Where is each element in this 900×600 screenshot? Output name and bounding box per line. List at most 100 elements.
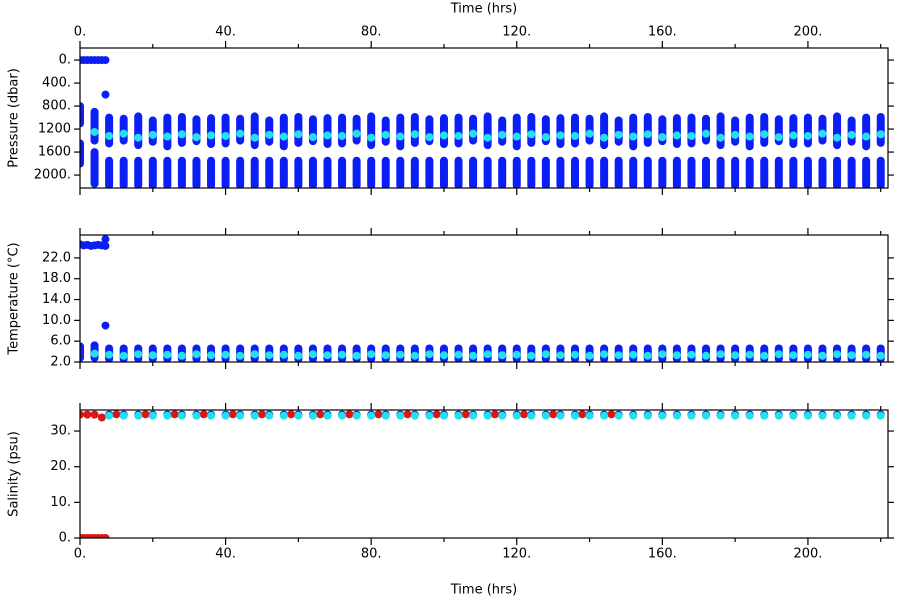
data-point: [105, 350, 114, 359]
data-point: [716, 133, 725, 142]
data-point: [119, 351, 128, 360]
data-point: [83, 410, 92, 419]
data-point: [716, 350, 725, 359]
data-point: [454, 131, 463, 140]
data-point: [425, 411, 434, 420]
data-point: [170, 410, 179, 419]
data-point: [862, 411, 871, 420]
x-axis-label: Time (hrs): [450, 583, 517, 598]
data-point: [265, 130, 274, 139]
data-point: [381, 351, 390, 360]
data-point: [774, 133, 783, 142]
data-point: [101, 235, 110, 244]
x-tick-label: 40.: [215, 547, 236, 562]
data-point: [585, 129, 594, 138]
data-point: [607, 410, 616, 419]
data-point: [585, 411, 594, 420]
data-point: [498, 411, 507, 420]
data-point: [658, 133, 667, 142]
plot-frame: [79, 47, 889, 189]
data-point: [789, 351, 798, 360]
x-tick-label: 40.: [215, 25, 236, 40]
data-point: [163, 350, 172, 359]
data-point: [439, 411, 448, 420]
data-point: [250, 133, 259, 142]
data-point: [789, 411, 798, 420]
data-point: [687, 131, 696, 140]
data-point: [512, 132, 521, 141]
data-point: [672, 131, 681, 140]
data-point: [134, 133, 143, 142]
data-point: [512, 411, 521, 420]
data-point: [177, 351, 186, 360]
data-point: [323, 131, 332, 140]
data-point: [876, 130, 885, 139]
y-tick-label: 10.: [50, 495, 71, 510]
data-point: [833, 133, 842, 142]
y-tick-label: 0.: [59, 531, 71, 546]
data-point: [192, 411, 201, 420]
data-point: [105, 411, 114, 420]
data-point: [410, 351, 419, 360]
data-point: [876, 411, 885, 420]
data-point: [614, 130, 623, 139]
data-point: [265, 351, 274, 360]
data-point: [177, 130, 186, 139]
data-point: [454, 411, 463, 420]
data-point: [803, 411, 812, 420]
data-point: [396, 350, 405, 359]
y-tick-label: 22.0: [42, 250, 71, 265]
data-point: [279, 132, 288, 141]
y-tick-label: 1200: [38, 122, 71, 137]
data-point: [308, 411, 317, 420]
data-point: [541, 133, 550, 142]
data-point: [556, 131, 565, 140]
data-point: [221, 350, 230, 359]
data-point: [207, 131, 216, 140]
data-point: [527, 130, 536, 139]
data-point: [745, 350, 754, 359]
data-point: [250, 350, 259, 359]
data-point: [425, 350, 434, 359]
data-point: [367, 133, 376, 142]
data-point: [345, 410, 354, 419]
data-point: [774, 411, 783, 420]
data-point: [221, 131, 230, 140]
data-point: [469, 129, 478, 138]
data-point: [250, 411, 259, 420]
data-point: [745, 411, 754, 420]
data-point: [600, 133, 609, 142]
data-point: [207, 411, 216, 420]
plot-area: [80, 235, 885, 362]
data-point: [745, 132, 754, 141]
data-point: [134, 411, 143, 420]
data-point: [527, 351, 536, 360]
data-point: [520, 410, 529, 419]
data-point: [352, 351, 361, 360]
x-tick-label: 80.: [361, 547, 382, 562]
x-tick-label: 160.: [648, 547, 677, 562]
data-point: [643, 130, 652, 139]
data-point: [629, 132, 638, 141]
data-point: [629, 350, 638, 359]
data-point: [228, 410, 237, 419]
data-point: [207, 351, 216, 360]
y-tick-label: 1600: [38, 145, 71, 160]
data-point: [862, 132, 871, 141]
y-tick-label: 2.0: [50, 355, 71, 370]
data-point: [818, 351, 827, 360]
x-tick-label: 120.: [502, 25, 531, 40]
data-point: [614, 411, 623, 420]
data-point: [105, 131, 114, 140]
data-point: [163, 411, 172, 420]
data-point: [396, 132, 405, 141]
data-point: [527, 411, 536, 420]
x-tick-label: 0.: [74, 25, 86, 40]
data-point: [236, 411, 245, 420]
data-point: [570, 411, 579, 420]
data-point: [556, 351, 565, 360]
data-point: [80, 410, 84, 419]
data-point: [410, 411, 419, 420]
y-tick-label: 6.0: [50, 334, 71, 349]
